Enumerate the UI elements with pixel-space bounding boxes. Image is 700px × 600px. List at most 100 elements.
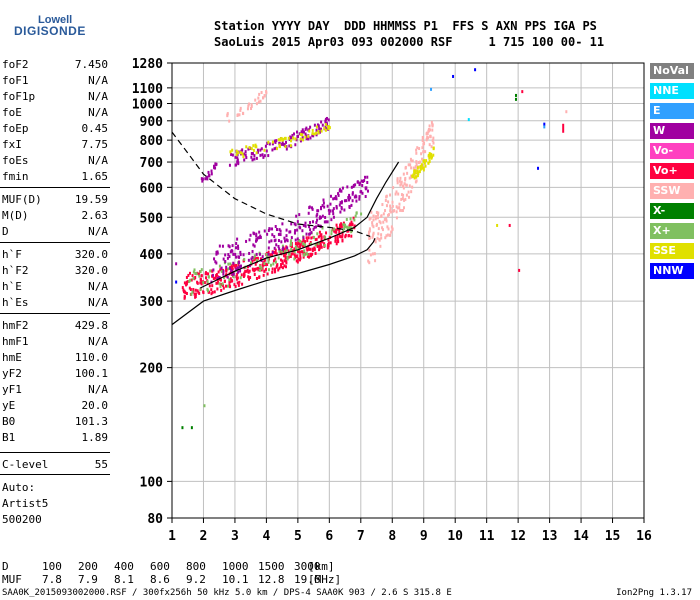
echo-point bbox=[278, 247, 281, 251]
echo-point bbox=[328, 211, 331, 215]
echo-point bbox=[303, 249, 306, 253]
echo-point bbox=[304, 135, 307, 139]
echo-point bbox=[215, 261, 218, 265]
echo-point bbox=[302, 223, 305, 227]
param-value: N/A bbox=[88, 90, 108, 103]
echo-point bbox=[285, 147, 288, 151]
echo-point bbox=[407, 190, 410, 194]
echo-point bbox=[432, 147, 435, 151]
echo-point bbox=[268, 240, 271, 244]
echo-point bbox=[302, 236, 305, 240]
footer-version: Ion2Png 1.3.17 bbox=[616, 588, 692, 598]
echo-point bbox=[289, 144, 292, 148]
echo-point bbox=[232, 275, 235, 279]
echo-point bbox=[222, 269, 225, 273]
echo-point bbox=[315, 133, 318, 137]
muf-cell: 7.9 bbox=[78, 573, 98, 586]
echo-point bbox=[313, 225, 316, 229]
x-tick-label: 3 bbox=[231, 529, 239, 544]
echo-point bbox=[313, 236, 316, 240]
echo-point bbox=[238, 255, 241, 259]
echo-point bbox=[228, 255, 231, 259]
muf-cell: 8.6 bbox=[150, 573, 170, 586]
echo-point bbox=[231, 244, 234, 248]
echo-point bbox=[262, 96, 265, 100]
param-name: foEs bbox=[2, 154, 29, 167]
echo-point bbox=[335, 242, 338, 246]
echo-point bbox=[233, 283, 236, 287]
echo-point bbox=[218, 282, 221, 286]
echo-point bbox=[387, 227, 390, 231]
echo-point bbox=[279, 138, 282, 142]
echo-point bbox=[208, 174, 211, 178]
logo-text-top: Lowell bbox=[38, 14, 73, 26]
echo-point bbox=[302, 130, 305, 134]
echo-point bbox=[415, 175, 418, 179]
echo-point bbox=[235, 255, 238, 259]
echo-point bbox=[210, 292, 213, 296]
echo-point bbox=[372, 225, 375, 229]
echo-point bbox=[304, 132, 307, 136]
echo-point bbox=[399, 176, 402, 180]
echo-point bbox=[428, 128, 431, 132]
isolated-echo bbox=[543, 125, 546, 129]
echo-point bbox=[250, 155, 253, 159]
echo-point bbox=[185, 275, 188, 279]
echo-point bbox=[284, 239, 287, 243]
muf-cell: 12.8 bbox=[258, 573, 285, 586]
echo-point bbox=[366, 180, 369, 184]
echo-point bbox=[253, 154, 256, 158]
echo-point bbox=[272, 259, 275, 263]
echo-point bbox=[298, 242, 301, 246]
echo-point bbox=[306, 248, 309, 252]
echo-point bbox=[332, 197, 335, 201]
muf-cell: [MHz] bbox=[308, 573, 342, 586]
echo-point bbox=[305, 236, 308, 240]
echo-point bbox=[222, 272, 225, 276]
echo-point bbox=[205, 175, 208, 179]
echo-point bbox=[248, 264, 251, 268]
echo-point bbox=[345, 225, 348, 229]
echo-point bbox=[223, 275, 226, 279]
echo-point bbox=[394, 192, 397, 196]
echo-point bbox=[222, 286, 225, 290]
echo-point bbox=[305, 137, 308, 141]
isolated-echo bbox=[543, 122, 546, 126]
echo-point bbox=[387, 200, 390, 204]
echo-point bbox=[284, 136, 287, 140]
echo-point bbox=[404, 165, 407, 169]
echo-point bbox=[325, 121, 328, 125]
param-separator bbox=[0, 452, 110, 453]
y-tick-label: 1100 bbox=[132, 82, 163, 97]
echo-point bbox=[374, 259, 377, 263]
echo-point bbox=[312, 227, 315, 231]
echo-point bbox=[208, 284, 211, 288]
echo-point bbox=[206, 287, 209, 291]
echo-point bbox=[242, 155, 245, 159]
echo-point bbox=[211, 269, 214, 273]
echo-point bbox=[355, 211, 358, 215]
x-tick-label: 14 bbox=[573, 529, 589, 544]
param-value: N/A bbox=[88, 106, 108, 119]
echo-point bbox=[287, 136, 290, 140]
echo-point bbox=[216, 287, 219, 291]
echo-point bbox=[417, 161, 420, 165]
echo-point bbox=[368, 227, 371, 231]
echo-point bbox=[348, 224, 351, 228]
echo-point bbox=[329, 209, 332, 213]
echo-point bbox=[315, 221, 318, 225]
echo-point bbox=[267, 258, 270, 262]
echo-point bbox=[303, 242, 306, 246]
echo-point bbox=[290, 245, 293, 249]
legend-item: SSE bbox=[650, 243, 694, 259]
echo-point bbox=[304, 127, 307, 131]
echo-point bbox=[334, 228, 337, 232]
echo-point bbox=[213, 290, 216, 294]
y-tick-label: 200 bbox=[140, 362, 164, 377]
echo-point bbox=[264, 267, 267, 271]
param-value: 7.450 bbox=[74, 58, 108, 71]
echo-point bbox=[216, 251, 219, 255]
echo-point bbox=[328, 126, 331, 130]
echo-point bbox=[398, 206, 401, 210]
echo-point bbox=[429, 154, 432, 158]
